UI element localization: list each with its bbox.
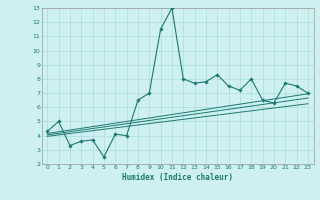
X-axis label: Humidex (Indice chaleur): Humidex (Indice chaleur) [122, 173, 233, 182]
